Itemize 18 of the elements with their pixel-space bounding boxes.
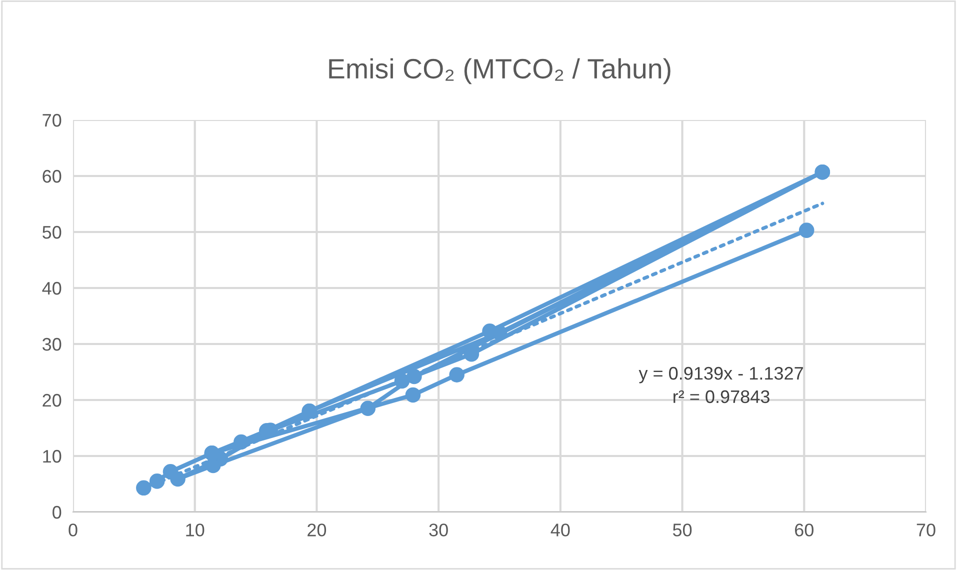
x-tick-label: 10 [186,524,204,536]
x-tick-label: 20 [308,524,326,536]
y-tick-label: 30 [42,338,62,351]
annotation: y = 0.9139x - 1.1327 r² = 0.97843 [638,366,803,404]
y-tick-label: 0 [52,506,62,519]
x-tick-label: 40 [550,524,570,536]
x-tick-label: 60 [795,524,814,536]
x-tick-label: 0 [68,524,78,536]
x-tick-label: 50 [672,524,692,536]
x-tick-label: 30 [429,524,448,536]
y-tick-label: 70 [42,114,62,127]
x-tick-label: 70 [916,524,936,536]
y-tick-label: 60 [42,170,62,183]
y-tick-label: 40 [42,282,62,295]
y-tick-label: 20 [42,394,62,407]
y-tick-label: 50 [42,226,62,239]
y-tick-label: 10 [43,450,62,463]
chart-title: Emisi CO₂ (MTCO₂ / Tahun) [329,58,670,84]
